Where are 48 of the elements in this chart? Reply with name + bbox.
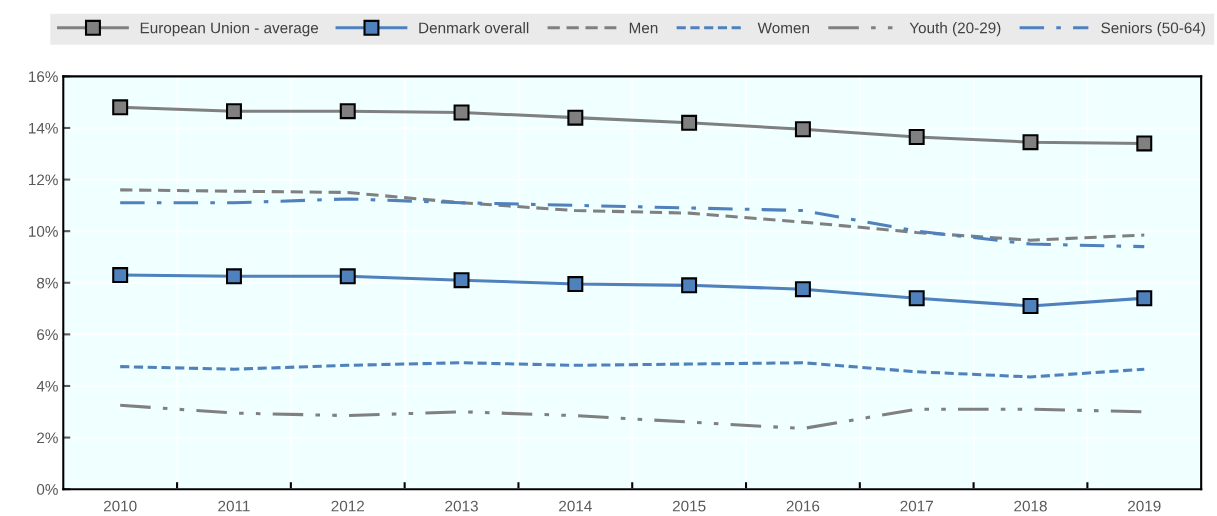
- point: [794, 121, 811, 138]
- point: [339, 103, 356, 120]
- point: [339, 268, 356, 285]
- x-tick-label: 2018: [1014, 500, 1047, 512]
- point: [567, 276, 584, 293]
- point: [681, 277, 698, 294]
- y-tick-label: 12%: [29, 174, 58, 186]
- line-series: [118, 197, 1146, 249]
- x-tick-label: 2013: [445, 500, 478, 512]
- point: [453, 272, 470, 289]
- point: [681, 114, 698, 131]
- point: [112, 99, 129, 116]
- legend-label: Denmark overall: [419, 22, 529, 34]
- y-tick-label: 16%: [29, 71, 58, 83]
- y-tick-label: 4%: [36, 380, 58, 392]
- point: [1136, 290, 1153, 307]
- point: [794, 281, 811, 298]
- x-tick-label: 2012: [331, 500, 364, 512]
- y-tick-label: 2%: [37, 432, 58, 444]
- point: [1022, 298, 1039, 314]
- legend-label: Men: [629, 22, 658, 34]
- legend-label: Women: [757, 22, 809, 34]
- x-tick-label: 2010: [103, 500, 137, 512]
- line-series: [118, 361, 1146, 379]
- x-tick-label: 2019: [1128, 500, 1161, 512]
- x-tick-label: 2015: [672, 500, 706, 512]
- y-tick-label: 10%: [29, 226, 58, 237]
- point: [112, 267, 129, 284]
- x-tick-label: 2014: [559, 500, 592, 512]
- y-tick-label: 6%: [37, 329, 58, 341]
- point: [1136, 135, 1153, 152]
- x-tick-label: 2017: [900, 500, 933, 512]
- point: [908, 129, 925, 145]
- y-tick-label: 14%: [29, 122, 58, 134]
- x-tick-label: 2016: [786, 500, 820, 512]
- point: [567, 109, 584, 126]
- x-tick-label: 2011: [218, 500, 250, 512]
- legend-label: Seniors (50-64): [1101, 22, 1205, 37]
- legend-label: European Union - average: [140, 22, 319, 37]
- point: [908, 290, 925, 307]
- y-tick-label: 0%: [36, 484, 58, 495]
- point: [1022, 134, 1039, 151]
- line-series: [118, 188, 1146, 242]
- point: [225, 103, 242, 120]
- point: [453, 104, 470, 121]
- point: [225, 268, 242, 285]
- legend-label: Youth (20-29): [909, 22, 1001, 37]
- y-tick-label: 8%: [37, 277, 58, 289]
